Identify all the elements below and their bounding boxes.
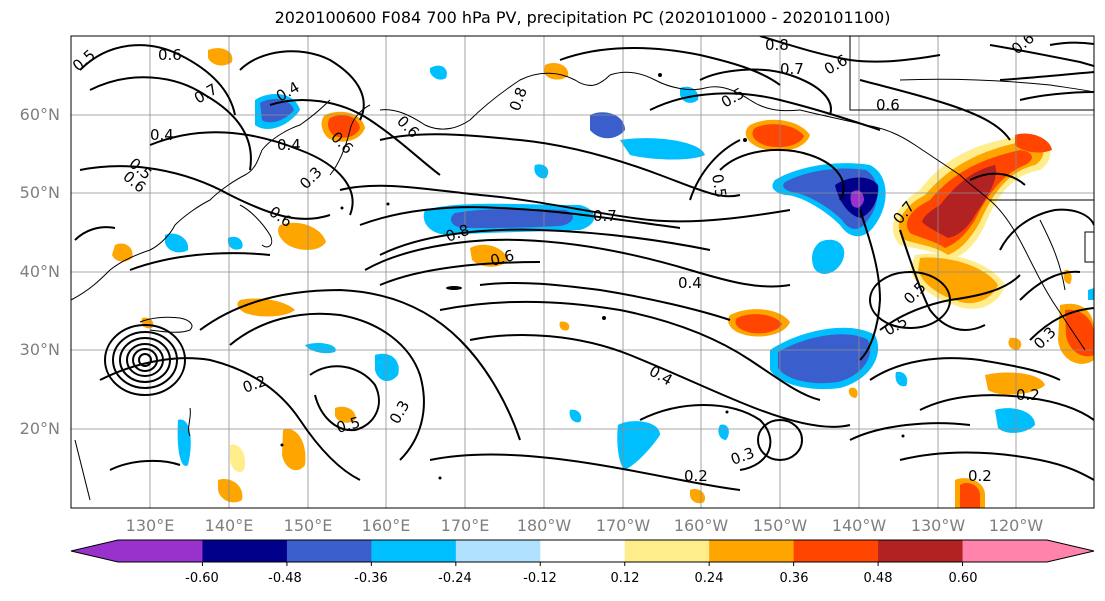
lon-label: 130°W [910, 516, 966, 535]
lon-label: 180°W [516, 516, 572, 535]
colorbar-segment [540, 540, 626, 562]
contour-label: 0.8 [765, 36, 789, 54]
colorbar-tick-label: 0.48 [863, 571, 893, 586]
contour-label: 0.6 [876, 96, 900, 114]
colorbar-segment [202, 540, 288, 562]
colorbar [70, 539, 1095, 566]
lat-label: 30°N [19, 340, 60, 359]
colorbar-tick-label: 0.24 [694, 571, 724, 586]
gridlines [71, 36, 1094, 508]
colorbar-segment [878, 540, 964, 562]
colorbar-outline [70, 539, 1095, 563]
lon-label: 140°W [831, 516, 887, 535]
lon-label: 170°E [440, 516, 490, 535]
contour-label: 0.2 [968, 467, 992, 485]
lat-label: 60°N [19, 105, 60, 124]
colorbar-segment [793, 540, 879, 562]
colorbar-tick-label: 0.12 [610, 571, 640, 586]
colorbar-segment [709, 540, 795, 562]
lat-label: 50°N [19, 183, 60, 202]
colorbar-segment [286, 540, 372, 562]
lon-label: 120°W [988, 516, 1044, 535]
lat-label: 20°N [19, 419, 60, 438]
lon-label: 140°E [204, 516, 254, 535]
contour-label: 0.7 [780, 60, 804, 78]
lon-label: 170°W [595, 516, 651, 535]
colorbar-segment [962, 540, 1048, 562]
contour-label: 0.2 [684, 467, 708, 485]
colorbar-segment [624, 540, 710, 562]
lat-label: 40°N [19, 262, 60, 281]
colorbar-tick-label: -0.36 [354, 571, 388, 586]
lon-label: 130°E [125, 516, 175, 535]
colorbar-extend-high [1047, 540, 1094, 562]
contour-label: 0.6 [158, 46, 182, 64]
colorbar-tick-label: -0.60 [185, 571, 219, 586]
map-title: 2020100600 F084 700 hPa PV, precipitatio… [274, 8, 891, 27]
lon-label: 150°W [752, 516, 808, 535]
pv-high-contours [104, 271, 951, 461]
contour-label: 0.7 [593, 207, 617, 225]
lon-label: 160°E [361, 516, 411, 535]
islands [280, 73, 905, 480]
contour-label: 0.6 [488, 246, 516, 270]
colorbar-segment [371, 540, 457, 562]
colorbar-segment [118, 540, 203, 562]
colorbar-tick-label: -0.24 [438, 571, 472, 586]
contour-label: 0.4 [678, 274, 702, 292]
contour-label: 0.4 [150, 126, 174, 144]
lon-label: 160°W [673, 516, 729, 535]
colorbar-segment [455, 540, 541, 562]
contour-label: 0.2 [1016, 386, 1040, 404]
contour-label: 0.4 [277, 136, 301, 154]
colorbar-tick-label: 0.60 [948, 571, 978, 586]
colorbar-tick-label: -0.12 [523, 571, 557, 586]
pv-contours [74, 36, 1094, 491]
contour-label: 0.5 [708, 173, 730, 200]
colorbar-extend-low [71, 540, 118, 562]
lon-label: 150°E [283, 516, 333, 535]
colorbar-tick-label: -0.48 [268, 571, 302, 586]
contour-label: 0.5 [334, 413, 362, 437]
colorbar-tick-label: 0.36 [779, 571, 809, 586]
map-frame [70, 35, 1095, 509]
